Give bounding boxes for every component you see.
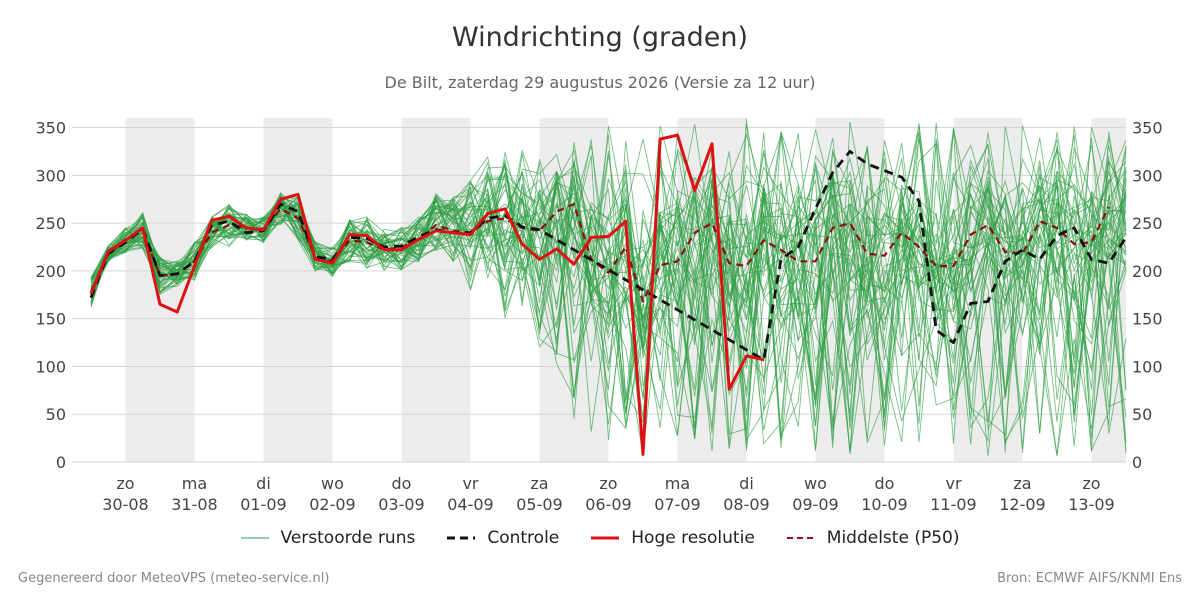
x-tick-day: ma bbox=[182, 474, 207, 493]
x-tick-day: do bbox=[392, 474, 412, 493]
x-tick-date: 30-08 bbox=[102, 495, 149, 514]
x-tick-day: za bbox=[1013, 474, 1031, 493]
ensemble-run-line bbox=[90, 151, 1127, 448]
ensemble-run-line bbox=[90, 121, 1127, 442]
legend-swatch-hoge-resolutie bbox=[591, 536, 620, 540]
x-tick-day: vr bbox=[462, 474, 478, 493]
x-tick-day: vr bbox=[945, 474, 961, 493]
y-tick-label-left: 0 bbox=[56, 453, 66, 472]
x-tick-date: 07-09 bbox=[654, 495, 701, 514]
legend-label-p50: Middelste (P50) bbox=[826, 528, 960, 548]
controle-line bbox=[89, 150, 1128, 362]
x-tick-date: 06-09 bbox=[585, 495, 632, 514]
y-tick-label-right: 200 bbox=[1132, 262, 1163, 281]
legend-item-hoge-resolutie: Hoge resolutie bbox=[591, 528, 755, 548]
y-axis-right: 0 50 100 150 200 250 300 350 bbox=[1132, 119, 1163, 472]
x-tick-date: 03-09 bbox=[378, 495, 425, 514]
main-series bbox=[89, 133, 1128, 456]
ensemble-run-line bbox=[90, 125, 1127, 451]
x-tick-date: 12-09 bbox=[999, 495, 1046, 514]
legend-swatch-ensemble bbox=[240, 537, 269, 539]
x-tick-date: 09-09 bbox=[792, 495, 839, 514]
x-tick-day: wo bbox=[804, 474, 827, 493]
y-tick-label-right: 350 bbox=[1132, 119, 1163, 138]
y-tick-label-right: 100 bbox=[1132, 357, 1163, 376]
day-band bbox=[263, 118, 333, 462]
y-tick-label-left: 200 bbox=[35, 262, 66, 281]
x-tick-date: 11-09 bbox=[930, 495, 977, 514]
x-tick-date: 31-08 bbox=[171, 495, 218, 514]
ensemble-run-line bbox=[90, 142, 1127, 411]
x-tick-date: 05-09 bbox=[516, 495, 563, 514]
ensemble-run-line bbox=[90, 138, 1127, 444]
day-band bbox=[401, 118, 471, 462]
ensemble-run-line bbox=[90, 134, 1127, 397]
y-tick-label-right: 250 bbox=[1132, 214, 1163, 233]
y-tick-label-right: 50 bbox=[1132, 405, 1152, 424]
x-tick-day: do bbox=[875, 474, 895, 493]
x-tick-day: wo bbox=[321, 474, 344, 493]
x-tick-date: 13-09 bbox=[1068, 495, 1115, 514]
y-tick-label-left: 50 bbox=[46, 405, 66, 424]
x-tick-date: 10-09 bbox=[861, 495, 908, 514]
legend-item-controle: Controle bbox=[447, 528, 559, 548]
chart-subtitle: De Bilt, zaterdag 29 augustus 2026 (Vers… bbox=[384, 73, 816, 92]
legend-label-hoge-resolutie: Hoge resolutie bbox=[631, 528, 755, 548]
y-tick-label-left: 100 bbox=[35, 357, 66, 376]
x-tick-day: ma bbox=[665, 474, 690, 493]
x-tick-day: zo bbox=[1082, 474, 1100, 493]
legend-swatch-controle bbox=[447, 536, 476, 540]
legend-label-ensemble: Verstoorde runs bbox=[280, 528, 416, 548]
x-tick-date: 01-09 bbox=[240, 495, 287, 514]
legend-item-ensemble: Verstoorde runs bbox=[240, 528, 416, 548]
legend-swatch-p50 bbox=[786, 537, 815, 539]
chart-title: Windrichting (graden) bbox=[451, 22, 749, 53]
x-tick-date: 08-09 bbox=[723, 495, 770, 514]
y-tick-label-right: 0 bbox=[1132, 453, 1142, 472]
wind-direction-chart: 0 50 100 150 200 250 300 350 0 50 100 150 200 250 300… bbox=[35, 118, 1163, 514]
x-tick-date: 02-09 bbox=[309, 495, 356, 514]
y-tick-label-left: 250 bbox=[35, 214, 66, 233]
ensemble-run-line bbox=[90, 145, 1127, 424]
y-tick-label-right: 150 bbox=[1132, 310, 1163, 329]
y-axis-left: 0 50 100 150 200 250 300 350 bbox=[35, 119, 66, 472]
hoge-resolutie-line bbox=[89, 133, 765, 456]
ensemble-run-line bbox=[90, 164, 1127, 446]
x-tick-day: zo bbox=[116, 474, 134, 493]
y-tick-label-left: 150 bbox=[35, 310, 66, 329]
x-tick-day: di bbox=[256, 474, 271, 493]
footer-source: Bron: ECMWF AIFS/KNMI Ens bbox=[997, 571, 1182, 586]
footer-generator: Gegenereerd door MeteoVPS (meteo-service… bbox=[18, 571, 330, 586]
ensemble-run-line bbox=[90, 144, 1127, 430]
ensemble-run-line bbox=[90, 147, 1127, 456]
y-tick-label-right: 300 bbox=[1132, 166, 1163, 185]
x-tick-day: di bbox=[739, 474, 754, 493]
legend-item-p50: Middelste (P50) bbox=[786, 528, 960, 548]
legend-label-controle: Controle bbox=[487, 528, 560, 548]
y-tick-label-left: 300 bbox=[35, 166, 66, 185]
x-tick-day: zo bbox=[599, 474, 617, 493]
ensemble-run-line bbox=[90, 168, 1127, 451]
x-tick-day: za bbox=[530, 474, 548, 493]
x-tick-date: 04-09 bbox=[447, 495, 494, 514]
chart-legend: Verstoorde runs Controle Hoge resolutie … bbox=[0, 528, 1200, 548]
y-tick-label-left: 350 bbox=[35, 119, 66, 138]
x-axis: zo 30-08 ma 31-08 di 01-09 wo 02-09 do 03-09 vr 04-… bbox=[102, 474, 1115, 514]
